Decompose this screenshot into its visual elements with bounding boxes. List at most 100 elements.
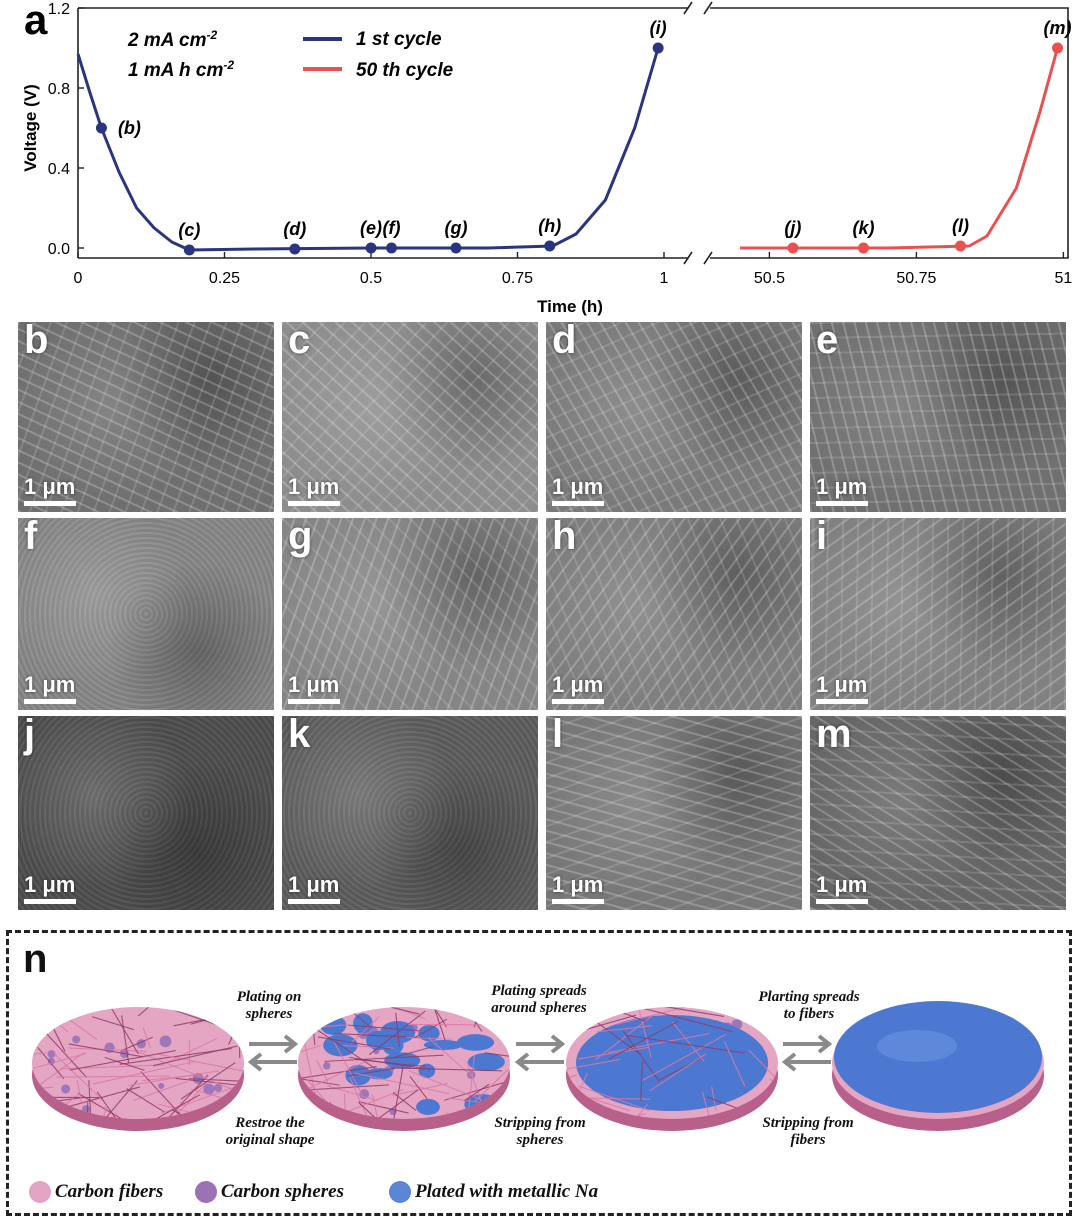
annotation-line: to fibers — [783, 1006, 835, 1023]
sodium-highlight — [877, 1030, 957, 1062]
legend-label-50th: 50 th cycle — [356, 60, 454, 81]
condition-current-density: 2 mA cm-2 — [127, 28, 217, 51]
y-tick-label: 0.8 — [48, 81, 70, 98]
x-tick-label: 50.5 — [754, 270, 785, 287]
legend-label: Carbon fibers — [55, 1181, 164, 1202]
carbon-fiber — [701, 1091, 720, 1119]
sem-image-c: c 1 μm — [282, 322, 538, 512]
scale-bar-label: 1 μm — [288, 872, 340, 897]
electrode-disc-pristine — [32, 1007, 244, 1138]
reversible-arrows-icon — [247, 1034, 299, 1072]
data-point-marker — [450, 242, 462, 254]
legend-carbon-fibers: Carbon fibers — [29, 1181, 163, 1203]
carbon-fiber — [777, 1094, 778, 1100]
carbon-fiber — [37, 1007, 69, 1033]
data-point-marker — [289, 243, 301, 255]
carbon-fiber — [358, 1102, 395, 1119]
carbon-fiber — [347, 1067, 395, 1077]
carbon-fiber — [316, 1060, 333, 1090]
micrograph-texture — [810, 716, 1066, 910]
carbon-fiber — [723, 1040, 746, 1087]
x-tick-label: 0.25 — [209, 270, 240, 287]
scale-bar-label: 1 μm — [24, 474, 76, 499]
carbon-sphere — [323, 1062, 331, 1070]
legend-label-1st: 1 st cycle — [356, 29, 442, 50]
carbon-fiber — [96, 1091, 116, 1118]
micrograph-texture — [546, 716, 802, 910]
carbon-fiber — [711, 1086, 717, 1111]
sem-image-b: b 1 μm — [18, 322, 274, 512]
sodium-deposit — [423, 1039, 463, 1051]
sem-image-e: e 1 μm — [810, 322, 1066, 512]
scale-bar — [816, 699, 868, 704]
micrograph-texture — [282, 716, 538, 910]
carbon-fiber — [350, 1016, 380, 1044]
carbon-fiber — [432, 1007, 446, 1041]
carbon-fiber — [467, 1055, 475, 1116]
sem-image-j: j 1 μm — [18, 716, 274, 910]
micrograph-texture — [18, 322, 274, 512]
scale-bar-label: 1 μm — [816, 872, 868, 897]
disc-top — [32, 1007, 244, 1119]
schematic-panel: n Plating on spheres Restroe the origina… — [6, 930, 1072, 1216]
carbon-fiber — [616, 1007, 702, 1025]
data-point-marker — [365, 242, 377, 254]
annotation-line: Stripping from — [762, 1115, 854, 1131]
annotation-line: spheres — [245, 1006, 293, 1023]
scale-bar-label: 1 μm — [24, 872, 76, 897]
carbon-fiber — [128, 1070, 219, 1086]
annotation-stripping-fibers: Stripping from fibers — [743, 1115, 873, 1150]
micrograph-texture — [546, 322, 802, 512]
carbon-fiber — [671, 1021, 705, 1063]
carbon-fiber — [395, 1012, 400, 1047]
scale-bar — [288, 899, 340, 904]
carbon-fiber — [371, 1094, 380, 1119]
carbon-fiber — [408, 1023, 510, 1026]
carbon-sphere — [213, 1083, 223, 1093]
sodium-deposit — [456, 1034, 495, 1051]
carbon-fiber — [640, 1033, 727, 1082]
carbon-fiber — [32, 1010, 34, 1029]
annotation-plating-spreads-spheres: Plating spreads around spheres — [469, 983, 609, 1018]
axis-break-mark — [703, 1, 713, 15]
voltage-time-chart: a 0.0 0.4 0.8 1.2 0 0.25 0.5 0.75 1 50.5 50.75 51 (b… — [21, 0, 1073, 316]
scale-bar-label: 1 μm — [24, 672, 76, 697]
scale-bar — [816, 899, 868, 904]
carbon-fiber — [390, 1045, 434, 1059]
micrograph-texture — [810, 322, 1066, 512]
carbon-fiber — [92, 1016, 135, 1031]
reversible-arrows-icon — [514, 1034, 566, 1072]
scale-bar — [552, 899, 604, 904]
legend: 1 st cycle 50 th cycle — [303, 29, 454, 81]
legend-carbon-spheres: Carbon spheres — [195, 1181, 344, 1203]
data-point-marker — [857, 242, 869, 254]
carbon-fiber — [408, 1070, 482, 1101]
carbon-fiber — [76, 1080, 82, 1102]
x-tick-label: 0.5 — [360, 270, 382, 287]
x-tick-label: 50.75 — [896, 270, 936, 287]
carbon-fiber — [596, 1025, 652, 1033]
scale-bar-label: 1 μm — [552, 672, 604, 697]
carbon-fiber — [109, 1007, 139, 1055]
micrograph-texture — [282, 322, 538, 512]
data-point-label: (i) — [650, 18, 667, 38]
carbon-fiber — [152, 1045, 238, 1067]
carbon-fiber — [44, 1125, 96, 1138]
carbon-fiber — [409, 1076, 428, 1100]
scale-bar — [288, 699, 340, 704]
panel-label: j — [24, 716, 36, 756]
carbon-fiber — [622, 1030, 659, 1081]
data-point-label: (d) — [283, 219, 306, 239]
data-point-label: (j) — [784, 218, 801, 238]
carbon-fiber — [165, 1037, 218, 1064]
carbon-fiber — [44, 1108, 52, 1119]
plot-area: 0.0 0.4 0.8 1.2 0 0.25 0.5 0.75 1 50.5 50.75 51 (b) (… — [48, 1, 1073, 287]
data-point-label: (f) — [383, 218, 401, 238]
sem-image-l: l 1 μm — [546, 716, 802, 910]
carbon-fiber — [298, 1066, 377, 1080]
panel-label: h — [552, 518, 577, 558]
carbon-fiber — [132, 1049, 234, 1091]
scale-bar-label: 1 μm — [552, 872, 604, 897]
panel-label: b — [24, 322, 49, 362]
scale-bar — [552, 501, 604, 506]
